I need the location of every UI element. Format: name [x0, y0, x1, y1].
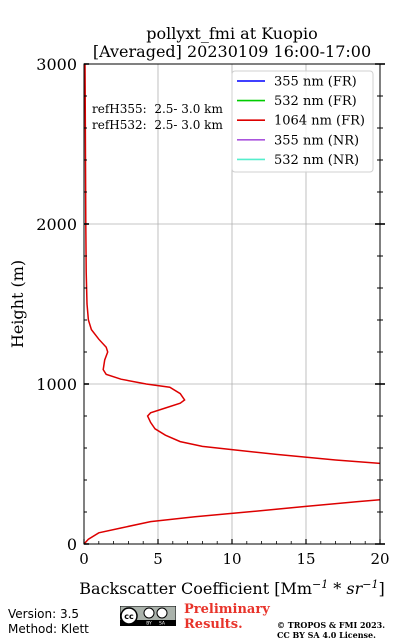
legend: 355 nm (FR) 532 nm (FR) 1064 nm (FR) 355 nm… [231, 70, 374, 173]
backscatter-profile-chart: pollyxt_fmi at Kuopio [Averaged] 2023010… [8, 24, 390, 599]
version-label: Version: 3.5 [8, 607, 80, 621]
ref-height-annotation: refH355: 2.5- 3.0 km [92, 102, 223, 116]
y-tick-label: 2000 [36, 215, 77, 234]
y-tick-label: 0 [67, 535, 77, 554]
axis-ticks: 0 5 10 15 20 0 1000 2000 3000 [36, 55, 389, 568]
copyright-note: © TROPOS & FMI 2023. CC BY SA 4.0 Licens… [277, 620, 385, 640]
legend-box [231, 70, 374, 173]
legend-entry: 355 nm (FR) [274, 75, 357, 90]
copyright-line-1: © TROPOS & FMI 2023. [277, 620, 386, 630]
chart-title: pollyxt_fmi at Kuopio [Averaged] 2023010… [93, 24, 371, 61]
ref-height-annotation: refH532: 2.5- 3.0 km [92, 118, 223, 132]
svg-text:SA: SA [159, 621, 166, 627]
chart-title-line-1: pollyxt_fmi at Kuopio [146, 24, 317, 43]
reference-height-annotations: refH355: 2.5- 3.0 km refH532: 2.5- 3.0 km [92, 102, 223, 132]
legend-entry: 1064 nm (FR) [274, 114, 365, 129]
legend-entry: 355 nm (NR) [274, 133, 359, 148]
x-tick-label: 20 [370, 550, 389, 568]
cc-by-sa-icon: cc BY SA [120, 606, 176, 626]
copyright-line-2: CC BY SA 4.0 License. [277, 630, 376, 640]
x-tick-label: 15 [296, 550, 315, 568]
series-line-2 [84, 64, 380, 544]
series-lines [84, 64, 380, 544]
preliminary-line-1: Preliminary [184, 602, 270, 617]
method-label: Method: Klett [8, 622, 89, 636]
svg-text:BY: BY [146, 621, 152, 627]
svg-text:cc: cc [124, 612, 134, 621]
preliminary-line-2: Results. [184, 617, 243, 632]
preliminary-results-note: Preliminary Results. [184, 602, 270, 632]
x-tick-label: 10 [222, 550, 241, 568]
x-axis-label: Backscatter Coefficient [Mm−1 * sr−1] [79, 578, 384, 599]
x-tick-label: 0 [79, 550, 89, 568]
legend-entry: 532 nm (NR) [274, 153, 359, 168]
x-tick-label: 5 [153, 550, 163, 568]
y-tick-label: 1000 [36, 375, 77, 394]
y-axis-label: Height (m) [8, 260, 27, 348]
y-tick-label: 3000 [36, 55, 77, 74]
chart-title-line-2: [Averaged] 20230109 16:00-17:00 [93, 42, 371, 61]
legend-entry: 532 nm (FR) [274, 94, 357, 109]
